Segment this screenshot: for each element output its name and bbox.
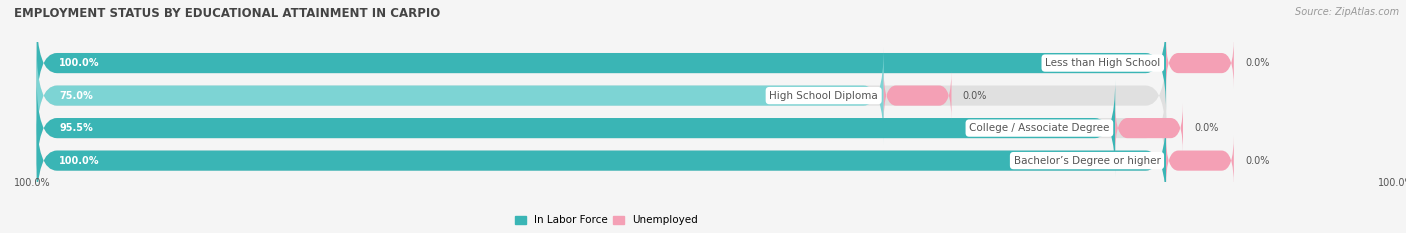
Text: College / Associate Degree: College / Associate Degree (969, 123, 1109, 133)
FancyBboxPatch shape (37, 47, 884, 144)
Text: Bachelor’s Degree or higher: Bachelor’s Degree or higher (1014, 156, 1160, 166)
FancyBboxPatch shape (37, 112, 1166, 209)
Text: 0.0%: 0.0% (1246, 58, 1270, 68)
Legend: In Labor Force, Unemployed: In Labor Force, Unemployed (512, 211, 702, 230)
Text: 100.0%: 100.0% (59, 58, 100, 68)
Text: High School Diploma: High School Diploma (769, 91, 879, 101)
FancyBboxPatch shape (884, 71, 952, 121)
FancyBboxPatch shape (37, 15, 1166, 112)
FancyBboxPatch shape (1166, 136, 1234, 186)
Text: 100.0%: 100.0% (59, 156, 100, 166)
FancyBboxPatch shape (37, 112, 1166, 209)
FancyBboxPatch shape (37, 15, 1166, 112)
FancyBboxPatch shape (37, 80, 1166, 177)
Text: 100.0%: 100.0% (1378, 178, 1406, 188)
Text: 95.5%: 95.5% (59, 123, 93, 133)
FancyBboxPatch shape (1115, 103, 1182, 153)
Text: 0.0%: 0.0% (1246, 156, 1270, 166)
Text: Less than High School: Less than High School (1045, 58, 1160, 68)
Text: 0.0%: 0.0% (963, 91, 987, 101)
Text: 100.0%: 100.0% (14, 178, 51, 188)
Text: EMPLOYMENT STATUS BY EDUCATIONAL ATTAINMENT IN CARPIO: EMPLOYMENT STATUS BY EDUCATIONAL ATTAINM… (14, 7, 440, 20)
FancyBboxPatch shape (37, 47, 1166, 144)
Text: 0.0%: 0.0% (1194, 123, 1219, 133)
FancyBboxPatch shape (1166, 38, 1234, 88)
FancyBboxPatch shape (37, 80, 1115, 177)
Text: Source: ZipAtlas.com: Source: ZipAtlas.com (1295, 7, 1399, 17)
Text: 75.0%: 75.0% (59, 91, 93, 101)
